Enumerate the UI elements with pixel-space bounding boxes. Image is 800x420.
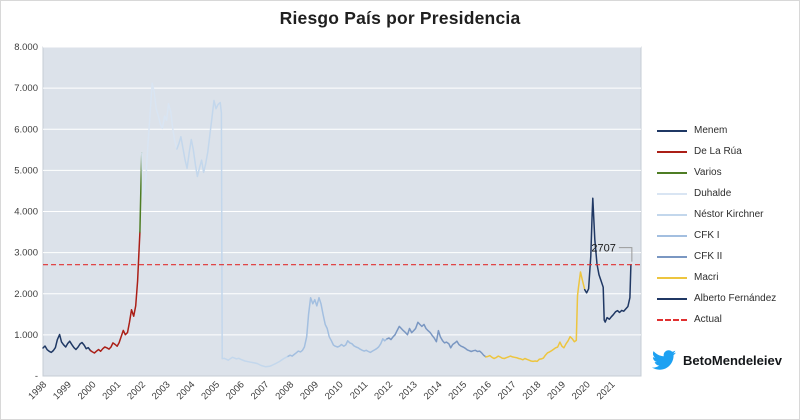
legend-line-swatch (657, 255, 687, 258)
legend-line-swatch (657, 171, 687, 174)
legend-item-actual: Actual (657, 314, 776, 325)
y-tick-label: 7.000 (14, 83, 38, 94)
x-tick-label: 2004 (175, 379, 198, 402)
series-nestor-kirchner (176, 99, 289, 368)
series-macri (485, 271, 586, 363)
legend-label: Varios (694, 167, 722, 178)
y-tick-label: 2.000 (14, 289, 38, 300)
legend-item-menem: Menem (657, 125, 776, 136)
x-tick-label: 2019 (545, 379, 568, 402)
y-tick-label: 1.000 (14, 330, 38, 341)
legend-line-swatch (657, 150, 687, 153)
legend-item-varios: Varios (657, 167, 776, 178)
y-tick-label: 8.000 (14, 42, 38, 53)
legend-line-swatch (657, 129, 687, 132)
x-tick-label: 2000 (76, 379, 99, 402)
legend-item-alberto-fernandez: Alberto Fernández (657, 293, 776, 304)
legend-label: Duhalde (694, 188, 732, 199)
series-duhalde (141, 82, 178, 198)
series-menem (42, 333, 92, 354)
legend-label: Menem (694, 125, 728, 136)
series-alberto-fernandez (583, 197, 632, 323)
twitter-bird-icon (652, 350, 677, 370)
x-tick-label: 2007 (249, 379, 272, 402)
x-tick-label: 2011 (348, 379, 370, 401)
annotation-label: 2707 (591, 243, 615, 255)
x-tick-label: 2016 (471, 379, 494, 402)
legend-label: Macri (694, 272, 719, 283)
series-cfk-i (287, 296, 388, 358)
legend-line-swatch (657, 234, 687, 237)
chart-title: Riesgo País por Presidencia (279, 8, 521, 28)
x-tick-label: 2006 (224, 379, 247, 402)
x-tick-label: 2013 (397, 379, 420, 402)
y-tick-label: - (35, 371, 38, 382)
legend-line-swatch (657, 318, 687, 321)
legend-line-swatch (657, 276, 687, 279)
legend-line-swatch (657, 297, 687, 300)
legend-item-de-la-rua: De La Rúa (657, 146, 776, 157)
x-tick-label: 1998 (26, 379, 49, 402)
x-tick-label: 1999 (51, 379, 74, 402)
annotation-connector (618, 247, 633, 262)
legend-label: Néstor Kirchner (694, 209, 764, 220)
x-tick-label: 2012 (372, 379, 395, 402)
legend-item-macri: Macri (657, 272, 776, 283)
legend-item-duhalde: Duhalde (657, 188, 776, 199)
x-tick-label: 2002 (125, 379, 148, 402)
y-tick-label: 5.000 (14, 165, 38, 176)
legend-label: CFK I (694, 230, 720, 241)
x-tick-label: 2014 (422, 379, 445, 402)
series-de-la-rua (89, 231, 141, 354)
x-tick-label: 2020 (570, 379, 593, 402)
legend: Menem De La Rúa Varios Duhalde Néstor Kirchn… (657, 125, 776, 325)
y-tick-label: 4.000 (14, 207, 38, 218)
x-tick-label: 2015 (446, 379, 469, 402)
x-tick-label: 2008 (274, 379, 297, 402)
series-cfk-ii (386, 321, 487, 358)
y-tick-label: 3.000 (14, 248, 38, 259)
legend-item-nestor-kirchner: Néstor Kirchner (657, 209, 776, 220)
x-tick-label: 2017 (496, 379, 519, 402)
legend-line-swatch (657, 192, 687, 195)
x-tick-label: 2010 (323, 379, 346, 402)
x-tick-label: 2003 (150, 379, 173, 402)
legend-label: CFK II (694, 251, 723, 262)
watermark: BetoMendeleiev (651, 348, 782, 372)
legend-label: De La Rúa (694, 146, 742, 157)
x-tick-label: 2021 (595, 379, 618, 402)
y-tick-label: 6.000 (14, 124, 38, 135)
x-tick-label: 2009 (298, 379, 321, 402)
legend-item-cfk-ii: CFK II (657, 251, 776, 262)
x-tick-label: 2018 (521, 379, 544, 402)
legend-item-cfk-i: CFK I (657, 230, 776, 241)
legend-label: Actual (694, 314, 722, 325)
legend-line-swatch (657, 213, 687, 216)
x-tick-label: 2001 (101, 379, 124, 402)
x-tick-label: 2005 (199, 379, 222, 402)
legend-label: Alberto Fernández (694, 293, 777, 304)
watermark-handle: BetoMendeleiev (683, 352, 782, 368)
